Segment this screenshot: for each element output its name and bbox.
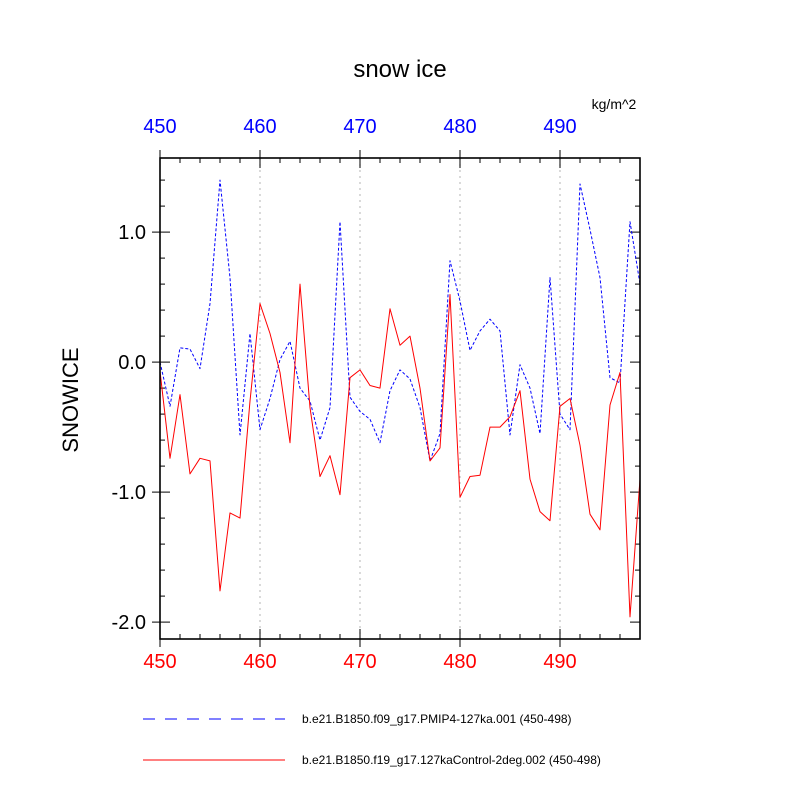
y-tick-label: -2.0 bbox=[112, 612, 146, 634]
legend: b.e21.B1850.f09_g17.PMIP4-127ka.001 (450… bbox=[143, 712, 601, 767]
series-layer bbox=[159, 179, 641, 618]
x-tick-label-bottom: 490 bbox=[543, 651, 576, 673]
units-label: kg/m^2 bbox=[592, 96, 637, 112]
x-tick-label-bottom: 470 bbox=[343, 651, 376, 673]
axis-ticks bbox=[152, 150, 641, 647]
plot-frame bbox=[159, 157, 641, 640]
legend-label-2: b.e21.B1850.f19_g17.127kaControl-2deg.00… bbox=[302, 753, 601, 767]
x-tick-label-top: 490 bbox=[543, 116, 576, 138]
gridlines bbox=[259, 158, 561, 639]
y-tick-label: -1.0 bbox=[112, 482, 146, 504]
chart-title: snow ice bbox=[353, 56, 446, 83]
series-line-2 bbox=[159, 283, 641, 618]
y-axis-label: SNOWICE bbox=[58, 347, 83, 452]
x-tick-label-top: 460 bbox=[243, 116, 276, 138]
y-tick-label: 1.0 bbox=[118, 222, 146, 244]
series-line-1 bbox=[159, 179, 641, 462]
x-tick-label-top: 480 bbox=[443, 116, 476, 138]
y-tick-label: 0.0 bbox=[118, 352, 146, 374]
x-tick-label-top: 470 bbox=[343, 116, 376, 138]
legend-label-1: b.e21.B1850.f09_g17.PMIP4-127ka.001 (450… bbox=[302, 712, 572, 726]
tick-labels: 450 450 460 460 470 470 480 480 490 490 1.0 0.0 -1.0… bbox=[112, 116, 577, 673]
x-tick-label-bottom: 460 bbox=[243, 651, 276, 673]
x-tick-label-top: 450 bbox=[143, 116, 176, 138]
x-tick-label-bottom: 480 bbox=[443, 651, 476, 673]
x-tick-label-bottom: 450 bbox=[143, 651, 176, 673]
